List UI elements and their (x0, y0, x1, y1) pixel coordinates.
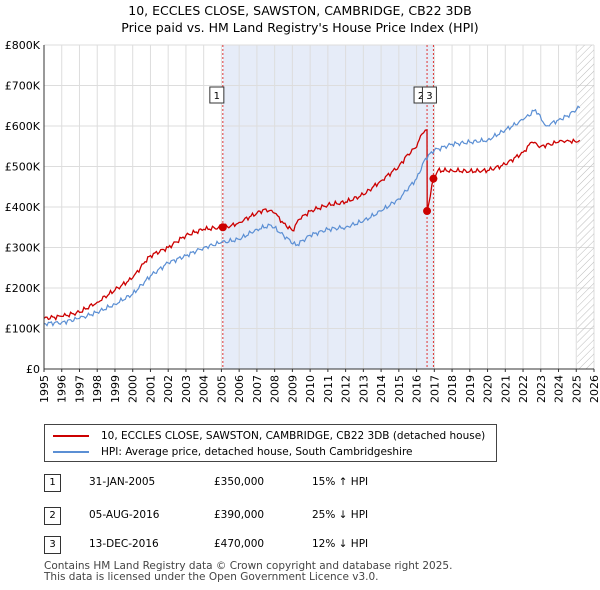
x-tick-label: 2019 (464, 375, 477, 403)
legend-item-hpi: HPI: Average price, detached house, Sout… (53, 444, 413, 460)
x-tick-label: 2006 (233, 375, 246, 403)
sale-label-box: 1 (209, 86, 225, 104)
x-tick-label: 2012 (340, 375, 353, 403)
footer-license: This data is licensed under the Open Gov… (44, 571, 379, 583)
sale-number-badge: 1 (44, 474, 61, 492)
sale-price: £350,000 (214, 476, 265, 488)
x-tick-label: 2008 (269, 375, 282, 403)
x-tick-label: 2015 (393, 375, 406, 403)
x-tick-label: 2018 (446, 375, 459, 403)
x-tick-label: 2014 (375, 375, 388, 403)
title-line-2: Price paid vs. HM Land Registry's House … (121, 20, 479, 35)
legend-label-property: 10, ECCLES CLOSE, SAWSTON, CAMBRIDGE, CB… (101, 430, 486, 442)
x-tick-label: 1997 (73, 375, 86, 403)
sale-point (429, 174, 438, 183)
x-tick-label: 2011 (322, 375, 335, 403)
x-tick-label: 2017 (428, 375, 441, 403)
sale-label-border (209, 86, 225, 104)
sale-point (423, 207, 432, 216)
sale-point (218, 223, 227, 232)
table-row: 2 05-AUG-2016 £390,000 25% ↓ HPI (44, 507, 464, 527)
x-tick-label: 2007 (251, 375, 264, 403)
y-tick-label: £600K (5, 120, 41, 133)
legend: 10, ECCLES CLOSE, SAWSTON, CAMBRIDGE, CB… (44, 424, 497, 462)
sale-date: 31-JAN-2005 (89, 476, 156, 488)
x-tick-label: 2004 (198, 375, 211, 403)
y-tick-label: £500K (5, 161, 41, 174)
x-tick-label: 2023 (535, 375, 548, 403)
sale-hpi-diff: 15% ↑ HPI (312, 476, 369, 488)
sale-label-number: 2 (418, 91, 424, 102)
sale-label-box: 3 (421, 86, 437, 104)
y-tick-label: £800K (5, 39, 41, 52)
sale-hpi-diff: 25% ↓ HPI (312, 509, 369, 521)
x-tick-label: 2021 (499, 375, 512, 403)
y-tick-label: £700K (5, 80, 41, 93)
chart-title: 10, ECCLES CLOSE, SAWSTON, CAMBRIDGE, CB… (0, 2, 600, 36)
x-tick-label: 2013 (357, 375, 370, 403)
sale-number-badge: 3 (44, 536, 61, 554)
legend-swatch-property (53, 435, 89, 437)
footer-copyright: Contains HM Land Registry data © Crown c… (44, 560, 453, 572)
x-tick-label: 2005 (215, 375, 228, 403)
x-tick-label: 2001 (144, 375, 157, 403)
y-tick-label: £100K (5, 323, 41, 336)
x-tick-label: 2003 (180, 375, 193, 403)
legend-label-hpi: HPI: Average price, detached house, Sout… (101, 446, 413, 458)
table-row: 3 13-DEC-2016 £470,000 12% ↓ HPI (44, 536, 464, 556)
x-tick-label: 1996 (56, 375, 69, 403)
y-tick-label: £200K (5, 282, 41, 295)
legend-swatch-hpi (53, 451, 89, 453)
x-tick-label: 2016 (411, 375, 424, 403)
title-line-1: 10, ECCLES CLOSE, SAWSTON, CAMBRIDGE, CB… (128, 3, 472, 18)
sale-label-border (421, 86, 437, 104)
x-tick-label: 2025 (570, 375, 583, 403)
x-tick-label: 2024 (553, 375, 566, 403)
sale-date: 05-AUG-2016 (89, 509, 160, 521)
sale-date: 13-DEC-2016 (89, 538, 159, 550)
hpi-line (43, 105, 581, 327)
x-tick-label: 2002 (162, 375, 175, 403)
sale-label-number: 3 (426, 91, 432, 102)
sale-label-number: 1 (214, 91, 220, 102)
y-tick-label: £300K (5, 242, 41, 255)
x-tick-label: 2009 (286, 375, 299, 403)
x-tick-label: 2026 (588, 375, 600, 403)
y-tick-label: £400K (5, 201, 41, 214)
sale-price: £470,000 (214, 538, 265, 550)
x-tick-label: 2000 (127, 375, 140, 403)
property-price-line (43, 129, 581, 321)
y-tick-label: £0 (26, 363, 40, 376)
footer: Contains HM Land Registry data © Crown c… (44, 561, 452, 583)
x-tick-label: 1999 (109, 375, 122, 403)
table-row: 1 31-JAN-2005 £350,000 15% ↑ HPI (44, 474, 464, 494)
x-tick-label: 1995 (38, 375, 51, 403)
x-tick-label: 2020 (482, 375, 495, 403)
sale-number-badge: 2 (44, 507, 61, 525)
x-tick-label: 2010 (304, 375, 317, 403)
sale-price: £390,000 (214, 509, 265, 521)
forecast-region (577, 45, 594, 369)
x-tick-label: 1998 (91, 375, 104, 403)
legend-item-property: 10, ECCLES CLOSE, SAWSTON, CAMBRIDGE, CB… (53, 428, 485, 444)
sale-hpi-diff: 12% ↓ HPI (312, 538, 369, 550)
x-tick-label: 2022 (517, 375, 530, 403)
